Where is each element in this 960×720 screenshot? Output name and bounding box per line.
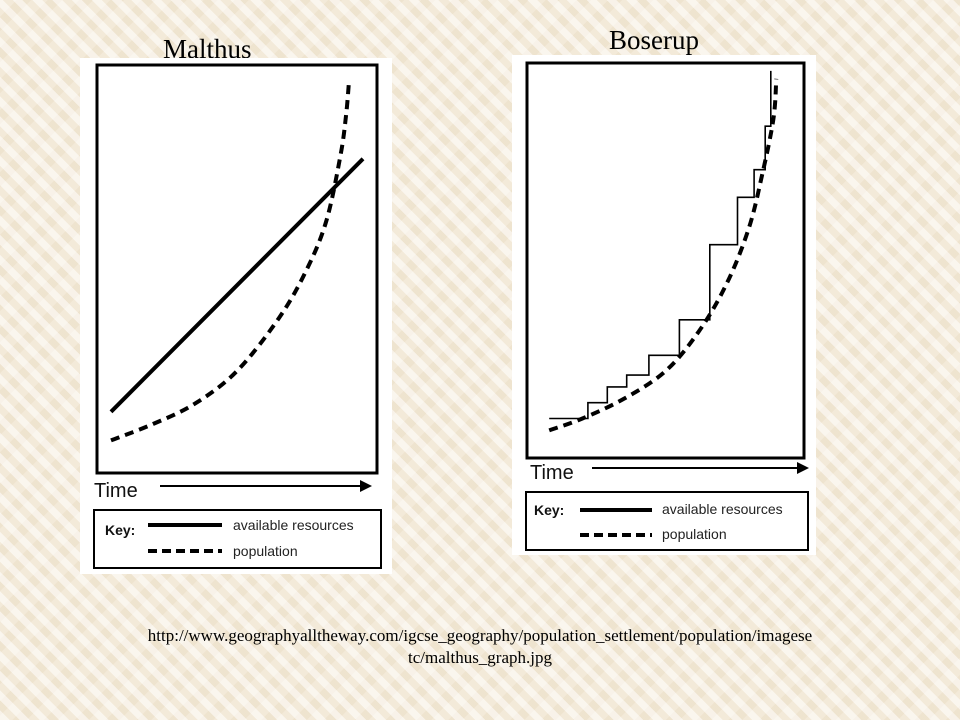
boserup-chart-panel: Time Key: available resources population (512, 55, 816, 555)
malthus-plot-frame (95, 63, 379, 475)
malthus-legend-resources-label: available resources (233, 517, 354, 533)
boserup-series-available-resources-line (549, 70, 772, 420)
malthus-x-axis-label: Time (94, 480, 138, 502)
malthus-legend-key-label: Key: (105, 522, 135, 538)
boserup-chart: Time Key: available resources population (525, 61, 809, 551)
boserup-legend-population-label: population (662, 526, 727, 542)
boserup-legend-box (525, 491, 809, 551)
source-url-line-2: tc/malthus_graph.jpg (407, 648, 552, 667)
boserup-title: Boserup (609, 25, 699, 55)
malthus-series-group (109, 81, 365, 443)
source-url-line-1: http://www.geographyalltheway.com/igcse_… (147, 626, 813, 645)
malthus-legend-box (93, 509, 382, 569)
malthus-series-available-resources-line (109, 157, 365, 414)
boserup-x-axis-arrowhead (797, 462, 809, 474)
malthus-series-population-line (110, 81, 351, 443)
malthus-x-axis-arrowhead (360, 480, 372, 492)
boserup-legend-resources-label: available resources (662, 501, 783, 517)
boserup-series-group (548, 70, 779, 433)
boserup-series-population-line (548, 78, 779, 433)
boserup-plot-frame (525, 61, 806, 460)
malthus-chart-panel: Time Key: available resources population (80, 58, 392, 574)
malthus-chart: Time Key: available resources population (93, 63, 382, 569)
boserup-x-axis-label: Time (530, 462, 574, 484)
source-url-caption: http://www.geographyalltheway.com/igcse_… (0, 625, 960, 669)
malthus-legend-population-label: population (233, 543, 298, 559)
boserup-legend-key-label: Key: (534, 502, 564, 518)
